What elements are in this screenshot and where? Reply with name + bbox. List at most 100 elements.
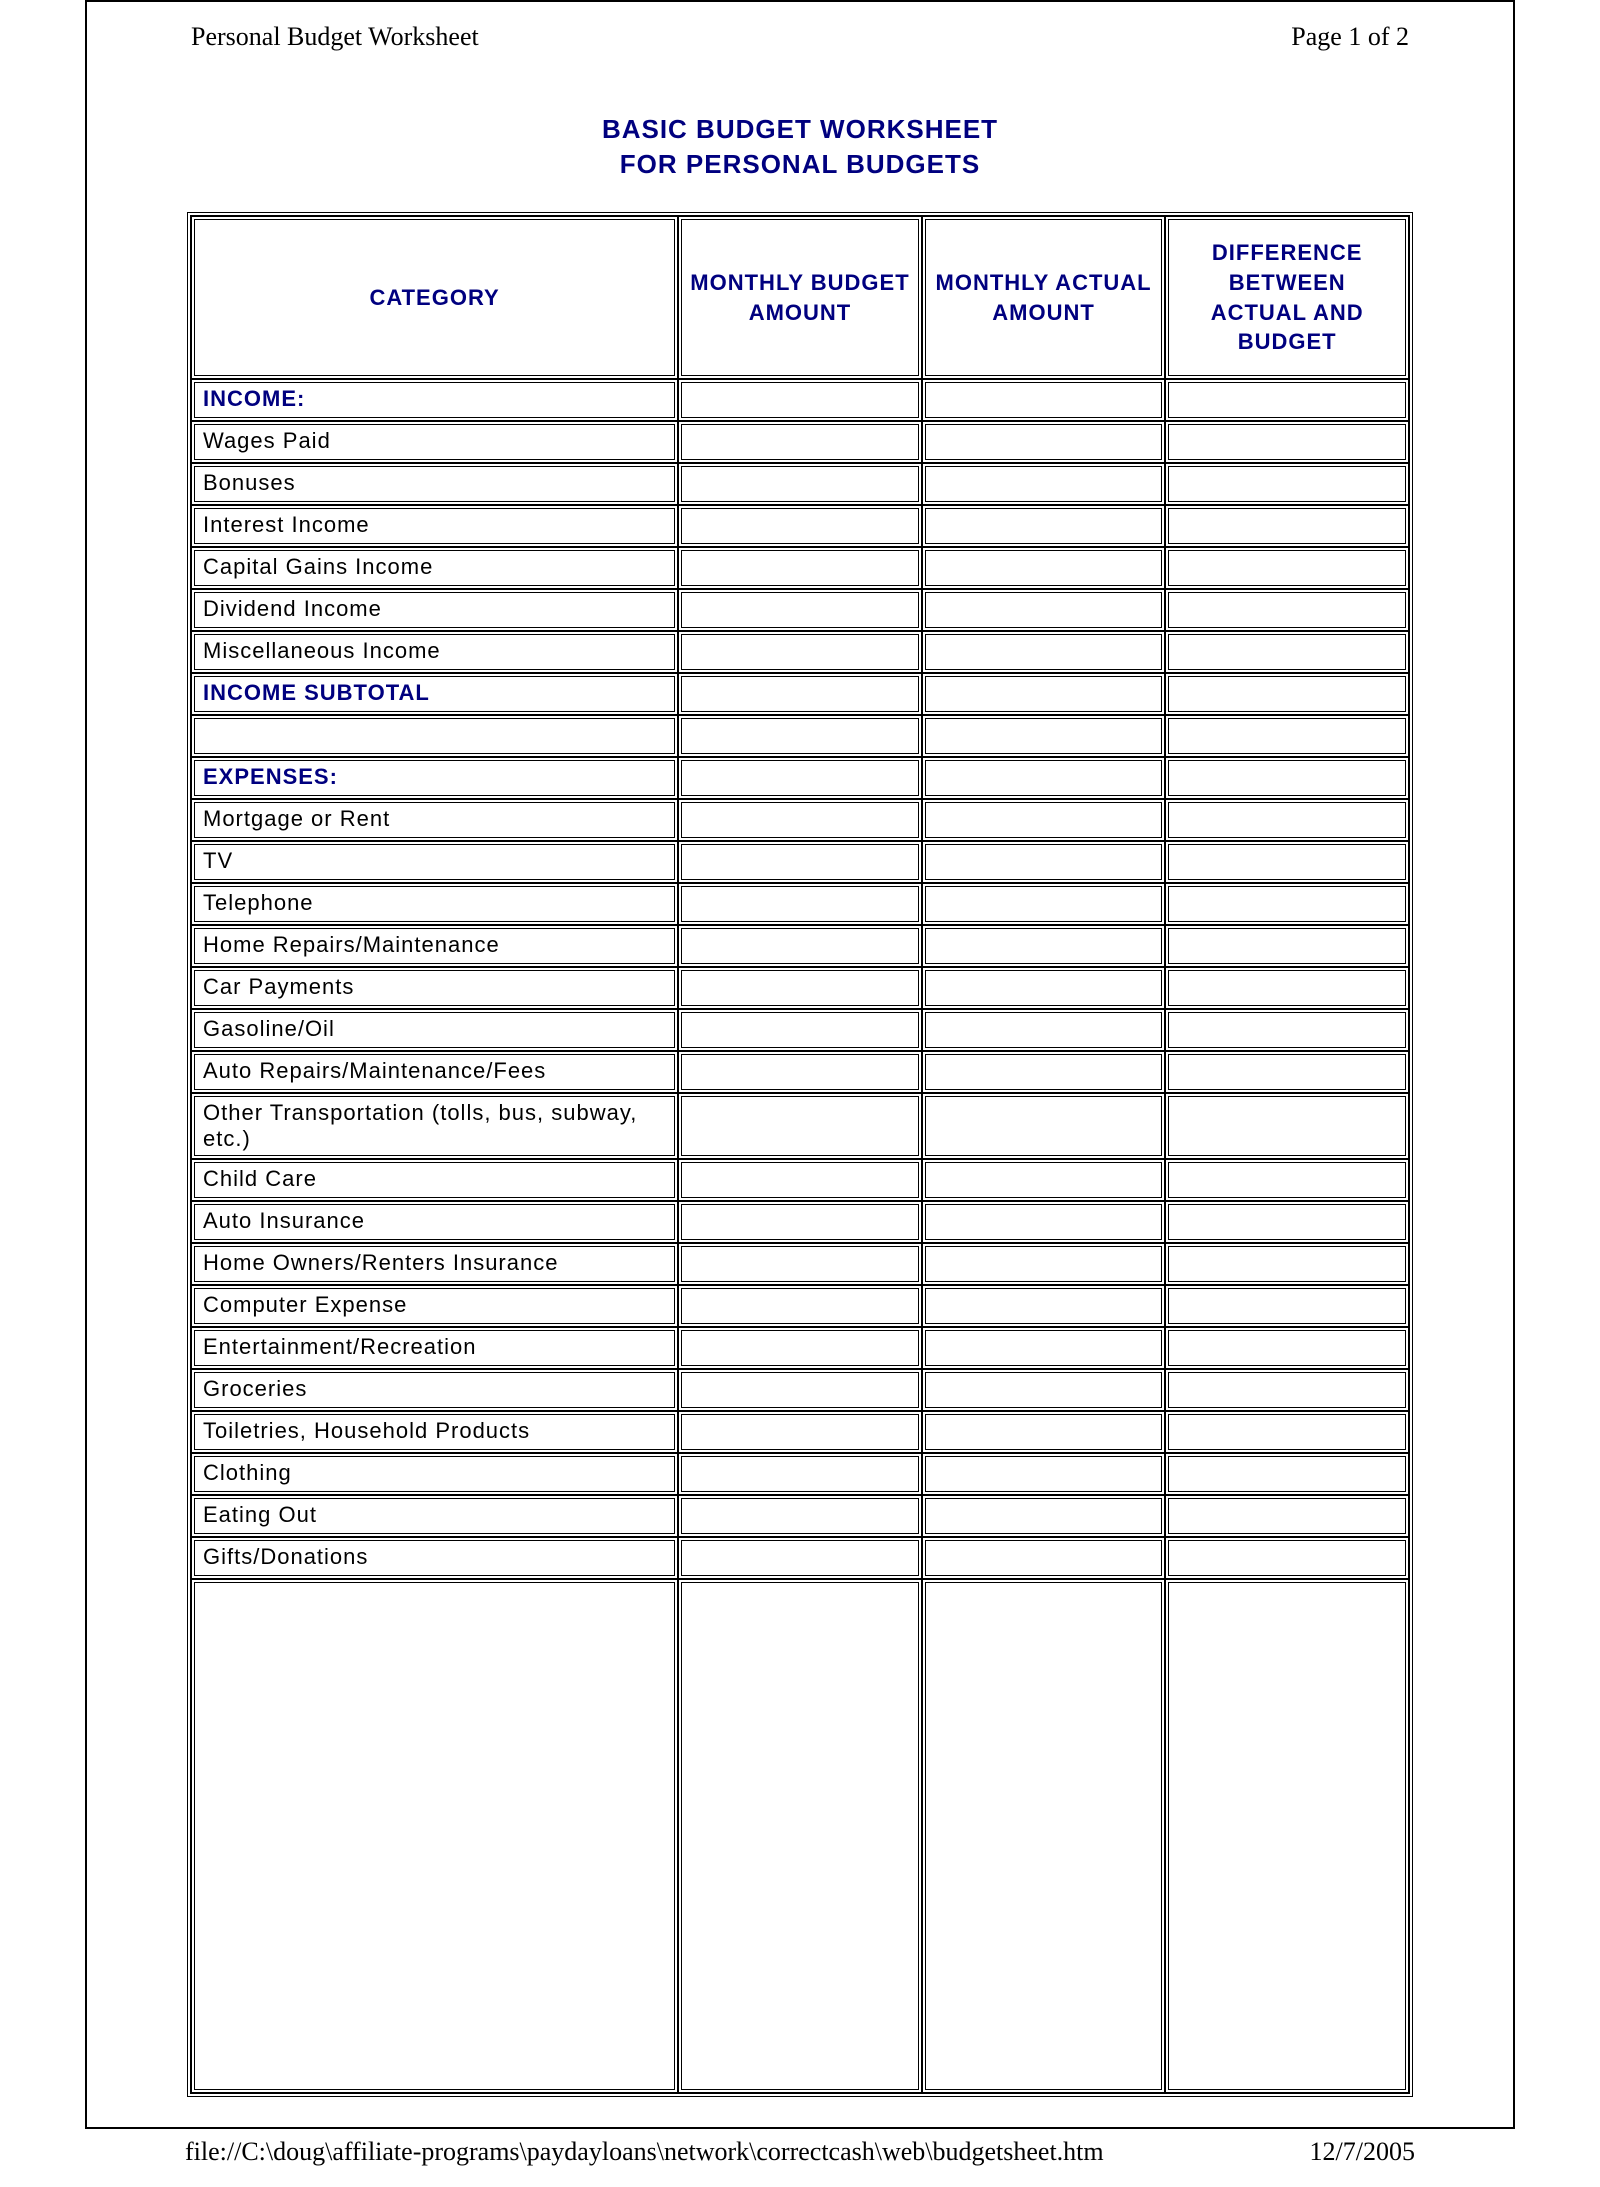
col-actual-amount: MONTHLY ACTUAL AMOUNT — [922, 216, 1166, 379]
value-cell — [678, 421, 922, 463]
value-cell — [678, 1201, 922, 1243]
value-cell — [922, 379, 1166, 421]
value-cell — [678, 1495, 922, 1537]
category-cell: Groceries — [191, 1369, 678, 1411]
value-cell — [678, 1009, 922, 1051]
col-budget-amount: MONTHLY BUDGET AMOUNT — [678, 216, 922, 379]
category-cell: Wages Paid — [191, 421, 678, 463]
value-cell — [1165, 925, 1409, 967]
value-cell — [922, 1051, 1166, 1093]
category-cell: Computer Expense — [191, 1285, 678, 1327]
table-row: INCOME SUBTOTAL — [191, 673, 1409, 715]
value-cell — [1165, 1243, 1409, 1285]
category-cell: Auto Insurance — [191, 1201, 678, 1243]
value-cell — [922, 673, 1166, 715]
value-cell — [1165, 463, 1409, 505]
category-cell: Miscellaneous Income — [191, 631, 678, 673]
value-cell — [922, 421, 1166, 463]
value-cell — [678, 1285, 922, 1327]
table-row: Eating Out — [191, 1495, 1409, 1537]
category-cell: Bonuses — [191, 463, 678, 505]
value-cell — [678, 967, 922, 1009]
table-row: Other Transportation (tolls, bus, subway… — [191, 1093, 1409, 1159]
value-cell — [678, 1537, 922, 1579]
value-cell — [678, 1051, 922, 1093]
table-row: Auto Repairs/Maintenance/Fees — [191, 1051, 1409, 1093]
table-row: Miscellaneous Income — [191, 631, 1409, 673]
value-cell — [678, 883, 922, 925]
value-cell — [678, 1453, 922, 1495]
value-cell — [1165, 967, 1409, 1009]
value-cell — [1165, 1579, 1409, 2093]
value-cell — [678, 1411, 922, 1453]
value-cell — [922, 925, 1166, 967]
category-cell: Capital Gains Income — [191, 547, 678, 589]
value-cell — [1165, 1537, 1409, 1579]
value-cell — [678, 715, 922, 757]
value-cell — [1165, 1369, 1409, 1411]
category-cell: INCOME SUBTOTAL — [191, 673, 678, 715]
table-row: EXPENSES: — [191, 757, 1409, 799]
table-row: Groceries — [191, 1369, 1409, 1411]
table-header-row: CATEGORY MONTHLY BUDGET AMOUNT MONTHLY A… — [191, 216, 1409, 379]
value-cell — [922, 967, 1166, 1009]
value-cell — [922, 1243, 1166, 1285]
value-cell — [1165, 715, 1409, 757]
table-row: Car Payments — [191, 967, 1409, 1009]
print-date: 12/7/2005 — [1310, 2137, 1415, 2167]
value-cell — [922, 757, 1166, 799]
table-row: Wages Paid — [191, 421, 1409, 463]
value-cell — [1165, 547, 1409, 589]
value-cell — [922, 1327, 1166, 1369]
table-row — [191, 715, 1409, 757]
value-cell — [678, 589, 922, 631]
value-cell — [678, 1243, 922, 1285]
table-row: TV — [191, 841, 1409, 883]
table-row: Dividend Income — [191, 589, 1409, 631]
value-cell — [678, 631, 922, 673]
value-cell — [1165, 1159, 1409, 1201]
col-difference: DIFFERENCE BETWEEN ACTUAL AND BUDGET — [1165, 216, 1409, 379]
table-row: Entertainment/Recreation — [191, 1327, 1409, 1369]
value-cell — [1165, 841, 1409, 883]
value-cell — [922, 1453, 1166, 1495]
worksheet-title: BASIC BUDGET WORKSHEET FOR PERSONAL BUDG… — [187, 112, 1413, 182]
table-row: Gasoline/Oil — [191, 1009, 1409, 1051]
value-cell — [678, 799, 922, 841]
value-cell — [1165, 379, 1409, 421]
value-cell — [678, 673, 922, 715]
value-cell — [922, 1201, 1166, 1243]
table-row: Telephone — [191, 883, 1409, 925]
value-cell — [1165, 631, 1409, 673]
sheet: Personal Budget Worksheet Page 1 of 2 BA… — [85, 0, 1515, 2129]
value-cell — [678, 841, 922, 883]
table-row: Interest Income — [191, 505, 1409, 547]
value-cell — [922, 547, 1166, 589]
value-cell — [922, 883, 1166, 925]
value-cell — [922, 589, 1166, 631]
title-line-2: FOR PERSONAL BUDGETS — [187, 147, 1413, 182]
category-cell: Child Care — [191, 1159, 678, 1201]
value-cell — [1165, 757, 1409, 799]
value-cell — [922, 1411, 1166, 1453]
value-cell — [678, 1093, 922, 1159]
value-cell — [1165, 799, 1409, 841]
value-cell — [922, 1009, 1166, 1051]
value-cell — [1165, 1009, 1409, 1051]
print-footer: file://C:\doug\affiliate-programs\payday… — [85, 2129, 1515, 2187]
value-cell — [922, 1285, 1166, 1327]
table-row: Auto Insurance — [191, 1201, 1409, 1243]
value-cell — [1165, 1051, 1409, 1093]
value-cell — [678, 379, 922, 421]
value-cell — [678, 757, 922, 799]
value-cell — [678, 505, 922, 547]
table-row: Clothing — [191, 1453, 1409, 1495]
value-cell — [1165, 1327, 1409, 1369]
table-row: Toiletries, Household Products — [191, 1411, 1409, 1453]
value-cell — [922, 1495, 1166, 1537]
file-path: file://C:\doug\affiliate-programs\payday… — [185, 2137, 1104, 2167]
category-cell: Gasoline/Oil — [191, 1009, 678, 1051]
value-cell — [678, 1159, 922, 1201]
category-cell: Car Payments — [191, 967, 678, 1009]
category-cell: INCOME: — [191, 379, 678, 421]
